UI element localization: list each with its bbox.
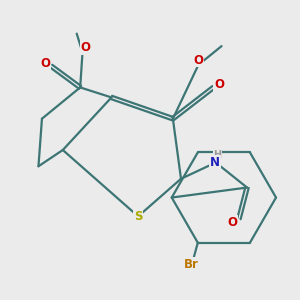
- Text: O: O: [81, 41, 91, 54]
- Text: Br: Br: [184, 258, 199, 271]
- Text: H: H: [213, 150, 221, 160]
- Text: O: O: [227, 216, 237, 229]
- Text: O: O: [40, 57, 50, 70]
- Text: N: N: [210, 156, 220, 169]
- Text: S: S: [134, 210, 142, 223]
- Text: O: O: [214, 78, 224, 92]
- Text: O: O: [194, 54, 203, 67]
